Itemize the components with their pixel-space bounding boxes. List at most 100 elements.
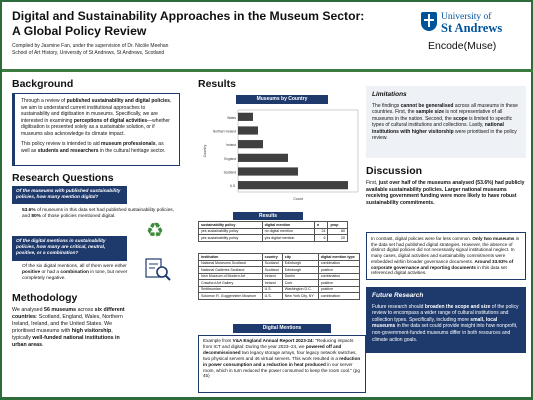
digital-mentions-title: Digital Mentions <box>233 324 331 333</box>
bar-northern-ireland <box>238 126 258 135</box>
d-p3-b: Around 33.93% of corporate governance an… <box>371 258 514 270</box>
table-row: yes sustainability policy no digital men… <box>198 227 348 235</box>
ex-p2: two legacy storage arrays, four legacy n… <box>203 349 357 361</box>
cell: 6 <box>313 234 329 242</box>
table-row: yes sustainability policy yes digital me… <box>198 234 348 242</box>
l-m3: is limited to specific types of cultural… <box>372 115 513 129</box>
title-line-1: Digital and Sustainability Approaches in… <box>12 9 365 23</box>
future-research-box: Future Research Future research should b… <box>366 287 526 353</box>
background-heading: Background <box>12 78 74 90</box>
bg-p1-mid: , we aim to understand current instituti… <box>21 98 172 124</box>
background-paragraph-1: Through a review of published sustainabi… <box>21 98 173 137</box>
methodology-text: We analysed 56 museums across six differ… <box>12 307 130 348</box>
m-m3: , typically <box>12 327 113 341</box>
limitations-box: Limitations The findings cannot be gener… <box>366 86 526 158</box>
d-p3-pre: In contrast, digital policies were far l… <box>371 236 473 241</box>
m-post: . <box>42 341 44 348</box>
d-p2-b: Only two museums <box>472 236 515 241</box>
research-question-1: Of the museums with published sustainabi… <box>12 186 127 205</box>
bg-p2-pre: This policy review is intended to aid <box>21 141 102 147</box>
encode-label: Encode(Muse) <box>428 40 497 52</box>
l-b2: sample size <box>415 109 444 115</box>
bg-p1-b2: perceptions of digital activities <box>73 117 148 124</box>
cell: U.S. <box>261 292 283 300</box>
cell: yes digital mention <box>261 234 315 242</box>
f-b1: broaden the scope and size <box>424 303 491 310</box>
l-pre: The findings <box>372 102 401 109</box>
l-b1: cannot be generalised <box>400 102 454 109</box>
results-heading: Results <box>198 78 236 90</box>
ra1-b2: 80% <box>31 214 41 220</box>
ra2-b2: combination <box>60 270 89 276</box>
title-line-2: A Global Policy Review <box>12 23 147 38</box>
bar-u-s- <box>238 181 348 190</box>
bg-p1-pre: Through a review of <box>21 98 67 104</box>
ra2-mid: or had a <box>40 270 61 276</box>
research-heading: Research Questions <box>12 172 114 184</box>
bar-ireland <box>238 140 263 149</box>
y-tick-label: Northern Ireland <box>213 130 236 134</box>
ex-b1: V&A England Annual Report 2023-24: <box>232 338 314 343</box>
ex-p3: in our server room, which in turn reduce… <box>203 361 360 379</box>
y-tick-label: U.S. <box>230 184 236 188</box>
poster-title: Digital and Sustainability Approaches in… <box>12 9 384 38</box>
ex-b3: reduction in power consumption and a red… <box>203 355 361 367</box>
m-b4: well-funded national institutions in urb… <box>12 334 120 348</box>
l-b4: national institutions with higher visito… <box>372 122 504 135</box>
research-question-2: Of the digital mentions in sustainabilit… <box>12 236 127 261</box>
ra1-post: of those policies mentioned digital. <box>40 214 116 220</box>
y-tick-label: Wales <box>227 116 236 120</box>
m-b1: 56 museums <box>44 307 77 313</box>
m-pre: We analysed <box>12 307 44 313</box>
bg-p1-b1: published sustainability and digital pol… <box>66 98 170 104</box>
y-tick-label: Ireland <box>226 143 236 147</box>
l-m1: across all museums in these countries. F… <box>372 102 518 116</box>
research-answer-1: 53.6% of museums in this data set had pu… <box>22 208 182 220</box>
table-row: Solomon R. Guggenheim Museum U.S. New York… <box>198 292 361 300</box>
crest-icon <box>421 12 437 31</box>
future-heading: Future Research <box>372 292 424 299</box>
d-p3-mid: However, the absence of distinct digital… <box>371 241 515 264</box>
l-m2: is not representative of all museums in … <box>372 109 503 122</box>
d-p2-post: in the data set had published digital st… <box>371 236 520 247</box>
ra1-b1: 53.6% <box>22 208 36 213</box>
university-logo: University of St Andrews Encode(Muse) <box>419 8 529 60</box>
ra2-b1: positive <box>22 270 41 276</box>
logo-line-1: University of <box>441 12 492 22</box>
bar-england <box>238 153 288 162</box>
results-table-header: sustainability policy digital mention n … <box>198 221 348 229</box>
f-pre: Future research should <box>372 303 425 310</box>
bg-p2-b1: museum professionals <box>101 141 156 147</box>
d-p3-post: in this data set referenced digital acti… <box>371 264 507 276</box>
cell: Solomon R. Guggenheim Museum <box>198 292 263 300</box>
m-b3: high visitorship <box>71 327 112 334</box>
logo-line-2: St Andrews <box>441 21 503 35</box>
bar-scotland <box>238 167 298 176</box>
background-box: Through a review of published sustainabi… <box>12 93 180 166</box>
f-post: in the data set could provide insight in… <box>372 323 518 343</box>
institution-table: institution country city digital mention… <box>198 253 361 300</box>
cell: yes sustainability policy <box>198 234 263 242</box>
m-m1: across <box>76 307 95 313</box>
ra2-pre: Of the six digital mentions, all of them… <box>22 264 127 269</box>
header-divider <box>2 69 533 72</box>
chart-title: Museums by Country <box>236 95 328 104</box>
discussion-heading: Discussion <box>366 165 423 177</box>
ex-pre: Example from <box>203 338 233 343</box>
discussion-box: In contrast, digital policies were far l… <box>366 232 526 280</box>
authors-line-2: School of Art History, University of St … <box>12 50 165 56</box>
f-b2: small, local museums <box>372 316 498 330</box>
l-post: were prioritised in the policy review. <box>372 128 517 142</box>
university-name: University of St Andrews <box>441 12 502 35</box>
f-m1: of the policy review to encompass a wide… <box>372 303 519 323</box>
future-text: Future research should broaden the scope… <box>372 304 520 344</box>
results-table: sustainability policy digital mention n … <box>198 221 348 242</box>
museums-by-country-chart: Museums by Country Wales Northern Ireland… <box>198 93 366 206</box>
magnifier-document-icon <box>145 258 171 281</box>
background-paragraph-2: This policy review is intended to aid mu… <box>21 141 173 154</box>
research-answer-2: Of the six digital mentions, all of them… <box>22 264 134 283</box>
bg-p2-post: in the cultural heritage sector. <box>98 147 166 154</box>
bg-p2-mid: , as well as <box>21 141 164 154</box>
m-b2: six different countries <box>12 307 125 320</box>
